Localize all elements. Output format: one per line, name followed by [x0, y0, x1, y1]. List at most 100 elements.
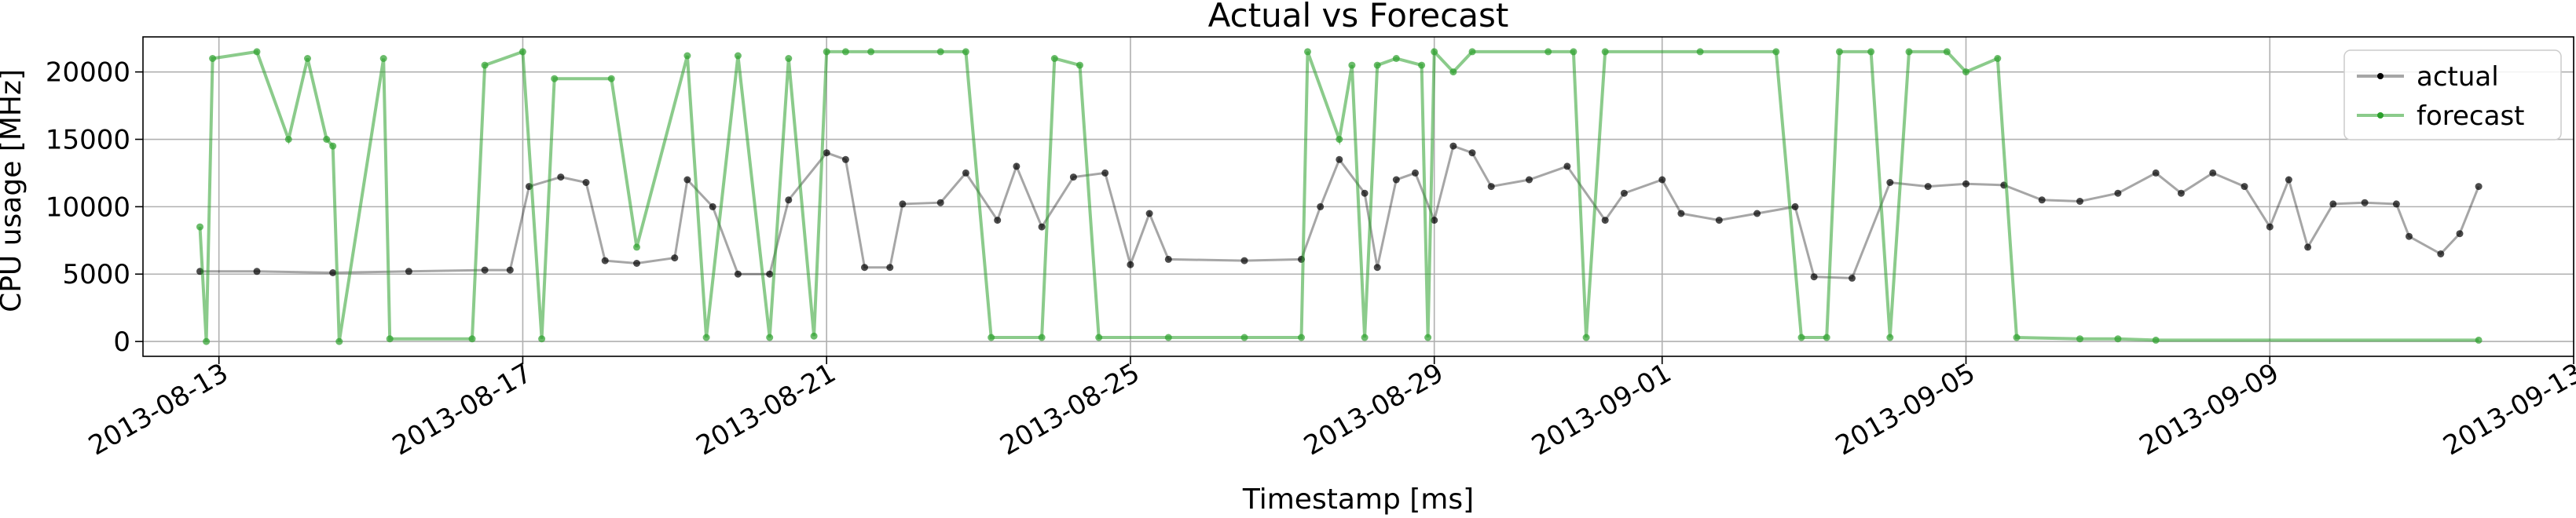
data-point-actual: [1431, 217, 1438, 224]
data-point-forecast: [1943, 48, 1951, 56]
data-point-actual: [2266, 223, 2274, 231]
data-point-actual: [2241, 183, 2248, 191]
data-point-forecast: [1298, 334, 1305, 341]
data-point-actual: [1791, 202, 1799, 210]
data-point-forecast: [1424, 334, 1432, 341]
data-point-forecast: [538, 335, 546, 343]
y-tick-label: 10000: [46, 192, 130, 223]
data-point-forecast: [1886, 334, 1894, 341]
data-point-actual: [557, 173, 565, 181]
y-tick-label: 0: [113, 326, 130, 358]
data-point-actual: [329, 269, 337, 276]
data-point-forecast: [1095, 334, 1103, 341]
data-point-actual: [2329, 200, 2337, 208]
data-point-forecast: [335, 337, 343, 345]
data-point-forecast: [962, 48, 969, 56]
data-point-actual: [1373, 264, 1381, 272]
data-point-forecast: [284, 136, 292, 143]
data-point-forecast: [2114, 335, 2122, 343]
data-point-actual: [1336, 155, 1343, 163]
data-point-actual: [1468, 149, 1476, 157]
data-point-forecast: [551, 75, 559, 82]
data-point-actual: [1361, 189, 1369, 197]
data-point-forecast: [785, 55, 793, 62]
data-point-actual: [861, 264, 868, 272]
data-point-forecast: [1336, 136, 1343, 143]
data-point-actual: [1449, 142, 1457, 150]
data-point-forecast: [379, 55, 387, 62]
data-point-actual: [2076, 198, 2083, 205]
data-point-actual: [2285, 176, 2292, 184]
data-point-forecast: [1835, 48, 1843, 56]
data-point-actual: [1601, 217, 1609, 224]
data-point-forecast: [1905, 48, 1913, 56]
data-point-forecast: [1240, 334, 1248, 341]
y-tick-label: 20000: [46, 57, 130, 89]
data-point-actual: [582, 179, 590, 186]
data-point-forecast: [323, 136, 331, 143]
data-point-forecast: [1050, 55, 1058, 62]
data-point-actual: [2152, 169, 2160, 177]
data-point-forecast: [329, 142, 337, 150]
data-point-forecast: [1038, 334, 1046, 341]
data-point-forecast: [1582, 334, 1590, 341]
data-point-actual: [1753, 210, 1761, 217]
data-point-actual: [1962, 180, 1970, 188]
data-point-actual: [1164, 255, 1172, 263]
series-line-forecast: [198, 47, 2479, 342]
data-point-actual: [1127, 261, 1134, 268]
data-point-actual: [1886, 179, 1894, 186]
data-point-actual: [1526, 176, 1533, 184]
series-forecast: [196, 47, 2483, 345]
data-point-forecast: [734, 52, 742, 60]
data-point-forecast: [867, 48, 875, 56]
data-point-actual: [481, 266, 489, 274]
data-point-forecast: [1962, 68, 1970, 76]
data-point-actual: [671, 254, 679, 262]
data-point-actual: [1038, 223, 1046, 231]
data-point-forecast: [1797, 334, 1805, 341]
data-point-forecast: [468, 335, 476, 343]
data-point-forecast: [1468, 48, 1476, 56]
data-point-forecast: [518, 48, 526, 56]
data-point-forecast: [2076, 335, 2083, 343]
data-point-actual: [785, 196, 793, 204]
data-point-forecast: [1772, 48, 1780, 56]
data-point-actual: [1069, 173, 1077, 181]
data-point-forecast: [823, 48, 830, 56]
data-point-forecast: [1823, 334, 1830, 341]
data-point-forecast: [766, 334, 774, 341]
data-point-actual: [1487, 183, 1495, 191]
data-point-actual: [1240, 257, 1248, 264]
data-point-actual: [841, 155, 849, 163]
data-point-forecast: [1392, 55, 1400, 62]
data-point-forecast: [1361, 334, 1369, 341]
data-point-actual: [2392, 200, 2400, 208]
data-point-forecast: [633, 243, 640, 251]
data-point-forecast: [607, 75, 615, 82]
data-point-actual: [1145, 210, 1153, 217]
data-point-forecast: [1449, 68, 1457, 76]
data-point-actual: [601, 257, 609, 264]
data-point-forecast: [2013, 334, 2021, 341]
data-point-forecast: [1696, 48, 1704, 56]
data-point-actual: [2114, 189, 2122, 197]
legend-box: [2343, 49, 2562, 140]
data-point-actual: [633, 260, 640, 267]
data-point-actual: [683, 176, 691, 184]
data-point-actual: [1924, 183, 1932, 191]
data-point-forecast: [2152, 336, 2160, 344]
data-point-actual: [2038, 196, 2046, 204]
data-point-actual: [1101, 169, 1109, 177]
data-point-actual: [2406, 232, 2413, 240]
data-point-actual: [506, 266, 514, 274]
data-point-forecast: [203, 337, 211, 345]
data-point-forecast: [209, 55, 217, 62]
data-point-actual: [1317, 202, 1325, 210]
data-point-forecast: [1601, 48, 1609, 56]
data-point-actual: [1810, 273, 1818, 281]
data-point-actual: [2475, 183, 2483, 191]
data-point-forecast: [988, 334, 995, 341]
